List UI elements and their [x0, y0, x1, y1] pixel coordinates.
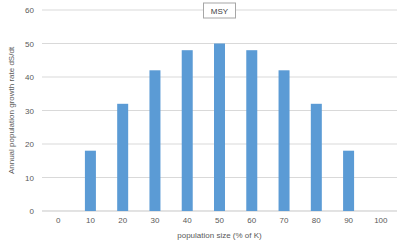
- x-tick-label: 0: [56, 216, 61, 225]
- bar: [117, 104, 128, 211]
- x-tick-label: 70: [280, 216, 289, 225]
- y-tick-label: 30: [25, 107, 34, 116]
- bar: [182, 50, 193, 211]
- annotation-box: [204, 3, 236, 18]
- bar: [53, 211, 64, 212]
- bar: [214, 44, 225, 212]
- x-tick-label: 20: [118, 216, 127, 225]
- bar: [343, 151, 354, 211]
- y-tick-label: 0: [30, 207, 35, 216]
- y-tick-label: 40: [25, 73, 34, 82]
- bars: [85, 44, 354, 212]
- x-tick-label: 50: [215, 216, 224, 225]
- annotation: MSY: [211, 7, 229, 16]
- y-axis-title: Annual population growth rate dS/dt: [7, 46, 16, 174]
- x-tick-label: 60: [247, 216, 256, 225]
- bar: [375, 211, 386, 212]
- bar: [149, 70, 160, 211]
- y-tick-label: 20: [25, 140, 34, 149]
- x-axis-title: population size (% of K): [177, 231, 262, 240]
- x-tick-label: 100: [374, 216, 388, 225]
- chart: 0 10 20 30 40 50 60 0 10 20 30 40 50 60 70 80 90 100 popul…: [0, 0, 400, 244]
- chart-root: 0 10 20 30 40 50 60 0 10 20 30 40 50 60 70 80 90 100 popul…: [0, 0, 400, 244]
- x-tick-label: 30: [151, 216, 160, 225]
- x-tick-label: 10: [86, 216, 95, 225]
- bar: [311, 104, 322, 211]
- y-tick-label: 10: [25, 174, 34, 183]
- y-tick-label: 50: [25, 40, 34, 49]
- x-tick-label: 40: [183, 216, 192, 225]
- y-tick-label: 60: [25, 6, 34, 15]
- bar: [246, 50, 257, 211]
- x-tick-label: 80: [312, 216, 321, 225]
- bar: [279, 70, 290, 211]
- x-tick-label: 90: [344, 216, 353, 225]
- bar: [85, 151, 96, 211]
